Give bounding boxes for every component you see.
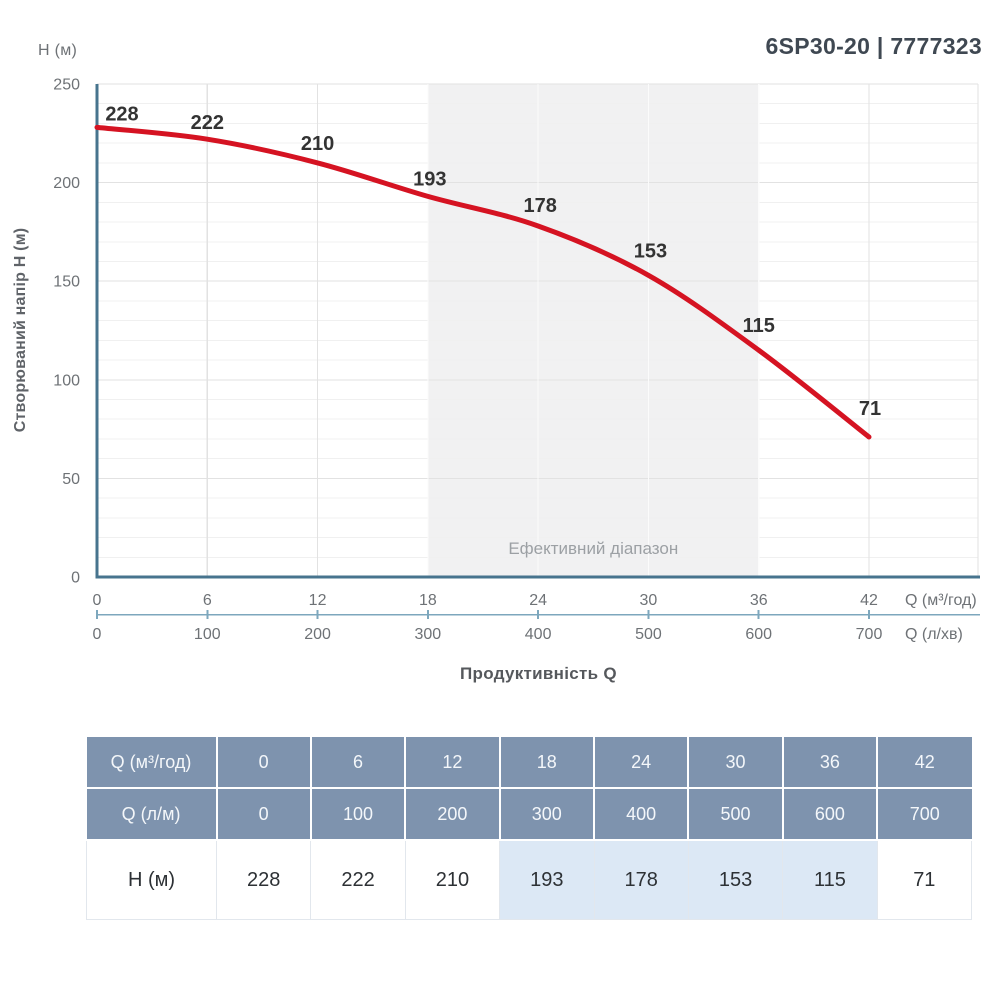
x-tick-label-m3h: 42 [860,592,878,609]
table-cell: 500 [688,788,784,841]
y-tick-label: 150 [53,274,80,291]
table-row: H (м) 228 222 210 193 178 153 115 71 [86,839,973,920]
table-cell: 115 [782,839,878,920]
table-cell: 36 [782,737,879,789]
y-tick-label: 0 [71,570,80,587]
y-axis-unit-label: H (м) [38,42,78,59]
x-tick-label-m3h: 0 [93,592,102,609]
table-cell: 193 [499,839,595,920]
curve-point-label: 210 [301,133,334,155]
table-cell: 0 [216,788,312,841]
x-tick-label-lmin: 100 [194,626,221,643]
page-title: 6SP30-20 | 7777323 [765,33,982,59]
x-tick-label-lmin: 700 [856,626,883,643]
curve-point-label: 193 [413,168,446,190]
curve-point-label: 228 [105,103,138,125]
x-tick-label-m3h: 30 [640,592,658,609]
effective-range-band [427,84,759,577]
x-tick-label-m3h: 12 [309,592,327,609]
table-cell: 400 [594,788,690,841]
x-tick-label-lmin: 400 [525,626,552,643]
table-row-label: H (м) [86,839,217,920]
table-row-label: Q (л/м) [86,788,218,841]
x-unit-primary: Q (м³/год) [905,592,977,609]
x-tick-label-m3h: 6 [203,592,212,609]
table-cell: 100 [310,788,407,841]
table-cell: 153 [687,839,784,920]
x-tick-label-lmin: 200 [304,626,331,643]
table-cell: 300 [499,788,596,841]
x-tick-label-lmin: 600 [745,626,772,643]
x-tick-label-lmin: 500 [635,626,662,643]
curve-point-label: 115 [743,315,775,337]
table-cell: 0 [216,737,312,789]
x-tick-label-lmin: 300 [415,626,442,643]
curve-point-label: 153 [634,240,667,262]
y-tick-label: 50 [62,471,80,488]
y-tick-label: 100 [53,372,80,389]
x-tick-label-m3h: 24 [529,592,547,609]
table-cell: 12 [405,737,501,789]
table-cell: 228 [215,839,312,920]
table-cell: 700 [877,788,972,841]
performance-table: Q (м³/год) 0 6 12 18 24 30 36 42 Q (л/м) 0 100 200 30… [86,737,973,920]
table-cell: 210 [404,839,501,920]
table-cell: 71 [876,839,973,920]
table-row: Q (л/м) 0 100 200 300 400 500 600 700 [86,788,972,841]
table-cell: 18 [499,737,596,789]
pump-curve-chart: Ефективний діапазон 0 50 100 150 200 250 0 6 12 18… [53,77,980,643]
x-tick-label-m3h: 18 [419,592,437,609]
y-tick-label: 200 [53,175,80,192]
effective-range-label: Ефективний діапазон [508,539,678,558]
table-cell: 42 [877,737,972,789]
table-cell: 30 [688,737,784,789]
curve-point-label: 178 [523,195,556,217]
table-cell: 222 [310,839,406,920]
curve-point-label: 222 [191,112,224,134]
pump-curve [94,124,872,440]
table-cell: 24 [594,737,690,789]
table-cell: 178 [593,839,689,920]
curve-point-label: 71 [859,398,881,420]
table-row-label: Q (м³/год) [86,737,218,789]
x-tick-label-m3h: 36 [750,592,768,609]
table-cell: 600 [782,788,879,841]
y-tick-label: 250 [53,77,80,94]
table-row: Q (м³/год) 0 6 12 18 24 30 36 42 [86,737,972,789]
table-cell: 200 [405,788,501,841]
table-cell: 6 [310,737,407,789]
x-tick-label-lmin: 0 [93,626,102,643]
x-axis-title: Продуктивність Q [460,664,617,683]
x-unit-secondary: Q (л/хв) [905,626,963,643]
